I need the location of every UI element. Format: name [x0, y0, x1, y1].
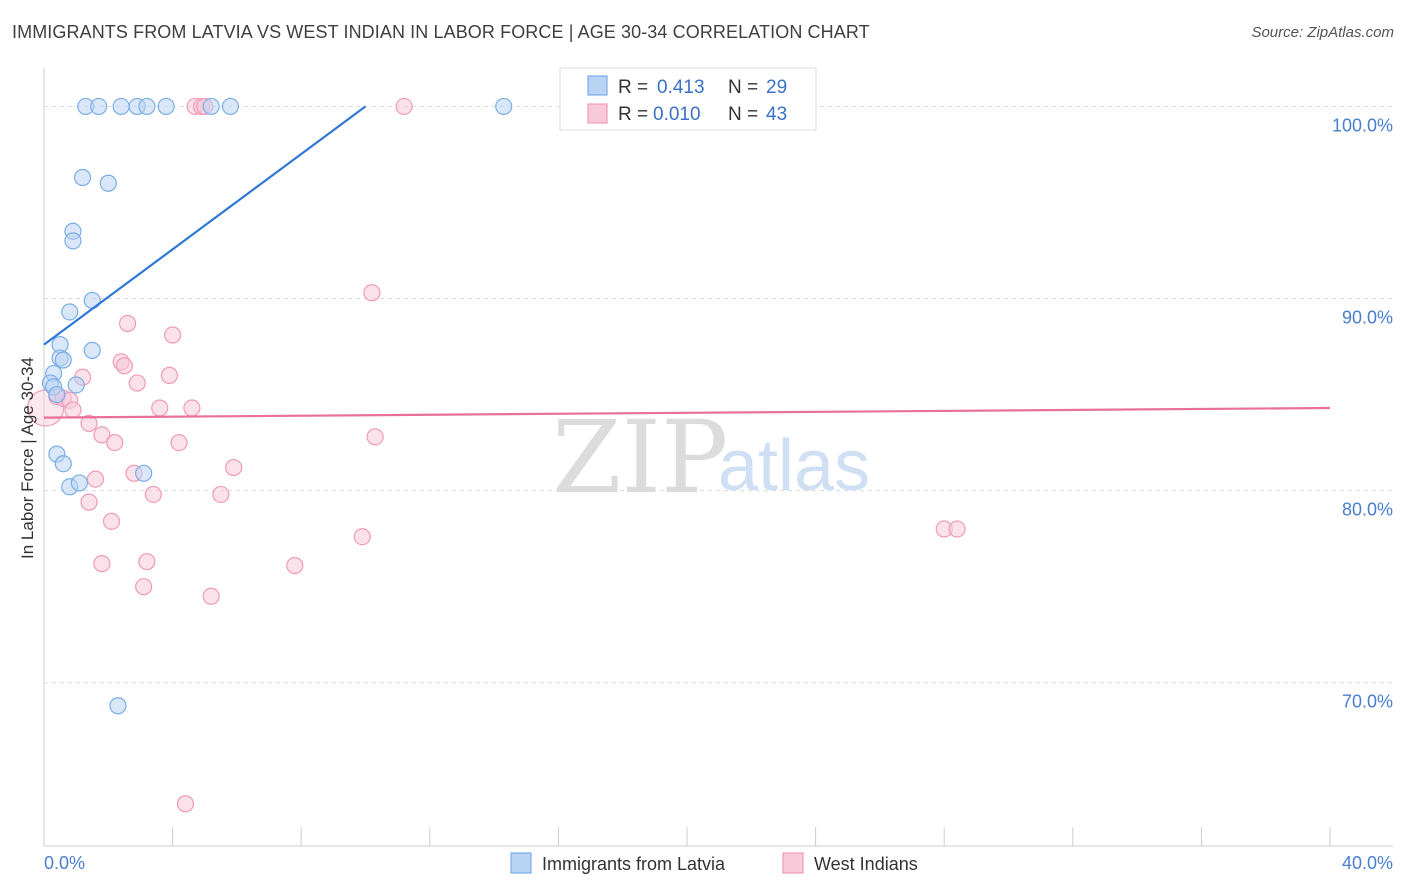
- west-indians-point-30: [80, 493, 98, 511]
- latvia-point-8: [495, 97, 513, 116]
- west-indians-point-12: [160, 366, 178, 384]
- axes: [43, 68, 1393, 847]
- latvia-point-16: [83, 341, 101, 359]
- west-indians-point-22: [106, 433, 124, 452]
- latvia-point-2: [112, 97, 130, 116]
- chart-title: IMMIGRANTS FROM LATVIA VS WEST INDIAN IN…: [12, 22, 870, 42]
- west-indians-point-32: [353, 528, 371, 546]
- west-indians-point-36: [138, 553, 156, 571]
- west-indians-point-26: [225, 458, 243, 477]
- west-indians-point-20: [80, 414, 98, 432]
- legend-n-value-west-indians: 43: [766, 104, 787, 125]
- west-indians-point-38: [135, 578, 153, 596]
- legend-n-label-2: N =: [728, 104, 758, 125]
- west-indians-point-18: [151, 399, 169, 417]
- latvia-point-29: [109, 697, 127, 715]
- trend-lines: [43, 105, 1331, 419]
- data-points: [27, 97, 966, 813]
- west-indians-point-29: [212, 485, 230, 504]
- legend-swatch-west-indians: [587, 103, 608, 124]
- series-legend: Immigrants from Latvia West Indians: [510, 852, 918, 874]
- bottom-legend-label-west-indians: West Indians: [814, 854, 918, 874]
- chart-source: Source: ZipAtlas.com: [1251, 24, 1394, 41]
- legend-swatch-latvia: [587, 75, 608, 96]
- west-indians-point-35: [93, 555, 111, 573]
- x-tick-label-left: 0.0%: [44, 853, 85, 873]
- watermark-zip: ZIP: [552, 399, 728, 516]
- latvia-point-12: [64, 232, 82, 250]
- latvia-point-23: [48, 385, 66, 404]
- y-tick-label-3: 70.0%: [1342, 692, 1393, 712]
- latvia-point-22: [67, 376, 85, 394]
- watermark-atlas: atlas: [718, 426, 870, 506]
- west-indians-point-27: [86, 470, 105, 488]
- latvia-point-1: [90, 97, 108, 116]
- latvia-point-5: [157, 97, 175, 116]
- west-indians-point-19: [183, 399, 201, 417]
- west-indians-point-24: [366, 428, 384, 446]
- west-indians-point-21: [93, 426, 111, 444]
- latvia-point-27: [70, 474, 88, 492]
- west-indians-point-40: [176, 795, 195, 813]
- west-indians-point-13: [128, 374, 146, 392]
- west-indians-trend-line: [43, 406, 1331, 419]
- latvia-point-4: [138, 97, 156, 116]
- bottom-legend-swatch-west-indians: [782, 852, 804, 874]
- latvia-point-14: [61, 303, 79, 321]
- latvia-trend-line: [43, 105, 367, 346]
- gridlines: [44, 105, 1393, 684]
- west-indians-point-7: [118, 314, 137, 333]
- latvia-point-25: [54, 455, 72, 473]
- legend-r-value-latvia: 0.413: [657, 77, 705, 98]
- west-indians-point-28: [144, 485, 162, 504]
- bottom-legend-label-latvia: Immigrants from Latvia: [542, 854, 726, 874]
- y-tick-label-0: 100.0%: [1332, 115, 1393, 135]
- stats-legend: R = 0.413 N = 29 R = 0.010 N = 43: [559, 67, 817, 131]
- legend-n-label-1: N =: [728, 77, 758, 98]
- latvia-point-18: [54, 351, 72, 369]
- latvia-point-6: [202, 97, 220, 116]
- x-tick-label-right: 40.0%: [1342, 853, 1393, 873]
- watermark: ZIP atlas: [552, 399, 870, 516]
- west-indians-point-34: [948, 520, 966, 538]
- latvia-point-10: [99, 174, 117, 192]
- y-axis-title: In Labor Force | Age 30-34: [18, 357, 37, 559]
- legend-r-label-1: R =: [618, 77, 648, 98]
- west-indians-point-39: [202, 587, 220, 605]
- y-tick-labels: 100.0% 90.0% 80.0% 70.0%: [1332, 115, 1393, 711]
- y-tick-label-2: 80.0%: [1342, 500, 1393, 520]
- bottom-legend-swatch-latvia: [510, 852, 532, 874]
- latvia-point-7: [221, 97, 240, 116]
- west-indians-point-6: [363, 284, 381, 302]
- legend-r-value-west-indians: 0.010: [653, 104, 701, 125]
- legend-r-label-2: R =: [618, 104, 648, 125]
- west-indians-point-8: [164, 326, 182, 344]
- west-indians-point-31: [102, 512, 121, 530]
- west-indians-point-23: [170, 433, 188, 452]
- legend-n-value-latvia: 29: [766, 77, 787, 98]
- west-indians-point-10: [115, 357, 133, 375]
- y-tick-label-1: 90.0%: [1342, 308, 1393, 328]
- latvia-point-9: [73, 168, 92, 187]
- west-indians-point-17: [64, 401, 82, 419]
- west-indians-point-37: [286, 556, 304, 575]
- west-indians-point-4: [395, 97, 413, 116]
- latvia-point-28: [135, 464, 153, 482]
